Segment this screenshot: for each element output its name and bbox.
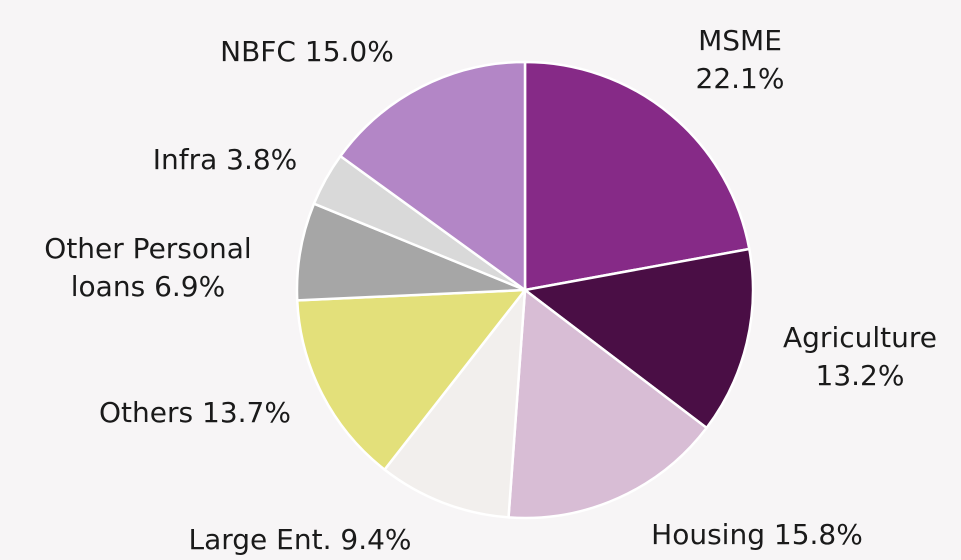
category-label: NBFC (220, 35, 296, 69)
value-label: 13.2% (815, 359, 905, 392)
slice-label: MSME 22.1% (675, 22, 805, 98)
value-label: 6.9% (154, 270, 226, 303)
slice-label: NBFC 15.0% (157, 33, 457, 71)
slice-label: Agriculture 13.2% (760, 319, 960, 395)
slice-label: Infra 3.8% (75, 141, 375, 179)
slice-label: Large Ent. 9.4% (150, 521, 450, 559)
category-label: Agriculture (783, 321, 937, 355)
pie-slice (382, 285, 527, 519)
slice-label: Housing 15.8% (607, 516, 907, 554)
pie-slice (507, 287, 709, 520)
pie-slice (295, 288, 528, 472)
value-label: 9.4% (340, 523, 412, 557)
category-label: Other Personal loans (44, 232, 252, 303)
value-label: 15.0% (304, 35, 394, 69)
pie-slice (523, 60, 751, 292)
category-label: Others (99, 396, 194, 430)
slice-label: Other Personal loans 6.9% (13, 230, 283, 306)
pie-slice (338, 60, 527, 293)
category-label: MSME (698, 24, 782, 58)
value-label: 3.8% (226, 143, 298, 177)
category-label: Large Ent. (188, 523, 332, 557)
value-label: 22.1% (695, 62, 785, 95)
value-label: 13.7% (202, 396, 291, 430)
slice-label: Others 13.7% (45, 394, 345, 432)
category-label: Infra (152, 143, 218, 177)
category-label: Housing (651, 518, 765, 552)
pie-slice (521, 247, 755, 430)
value-label: 15.8% (773, 518, 863, 552)
